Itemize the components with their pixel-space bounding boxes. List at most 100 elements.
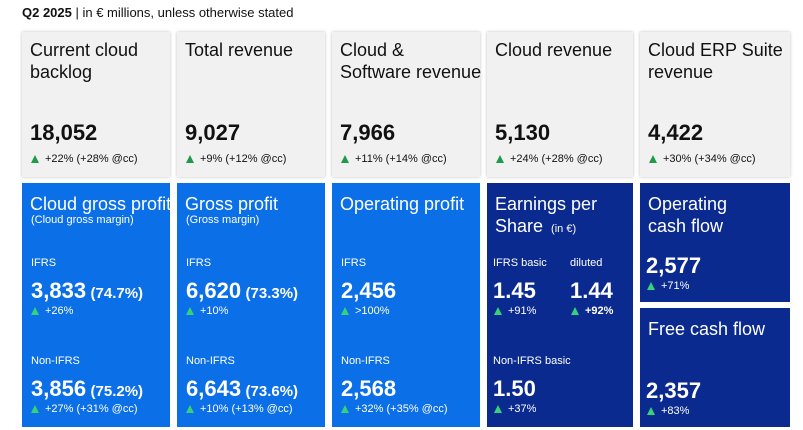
title-line: Total revenue — [185, 40, 294, 60]
unit: (in €) — [551, 223, 577, 235]
title-line: Operating — [648, 194, 728, 214]
up-arrow — [647, 282, 655, 290]
value: 6,643 — [186, 376, 242, 401]
change-text: +83% — [661, 405, 690, 417]
up-arrow — [341, 307, 349, 315]
value: 2,456 — [341, 278, 397, 303]
value: 3,833 — [31, 278, 87, 303]
up-arrow — [341, 405, 349, 413]
change: +92% — [571, 305, 613, 317]
section-label: diluted — [570, 257, 603, 269]
kpi-value: 1.45 — [493, 278, 536, 303]
up-arrow — [186, 307, 194, 315]
up-arrow — [31, 405, 39, 413]
kpi-value: 1.44 — [570, 278, 613, 303]
title-line: cash flow — [648, 216, 724, 236]
change-text: +10% (+13% @cc) — [200, 403, 293, 415]
tile: Current cloud backlog 18,052 +22% (+28% @cc… — [22, 32, 170, 177]
change: +24% (+28% @cc) — [496, 153, 603, 165]
tile-title: Earnings per Share (in €) — [495, 193, 597, 240]
margin: (74.7%) — [90, 285, 144, 302]
margin: (73.6%) — [245, 383, 299, 400]
title-line: Earnings per — [495, 194, 598, 214]
change-text: +91% — [508, 305, 537, 317]
section-label: Non-IFRS — [341, 355, 390, 367]
tile-title: Cloud ERP Suite revenue — [648, 39, 783, 83]
up-arrow — [341, 155, 349, 163]
tile-subtitle: (Gross margin) — [186, 214, 260, 226]
change-text: +37% — [508, 403, 537, 415]
kpi-value: 4,422 — [648, 120, 704, 145]
section-label: Non-IFRS basic — [493, 355, 571, 367]
change-text: +11% (+14% @cc) — [355, 153, 447, 165]
title-line: Software revenue — [340, 62, 482, 82]
margin: (75.2%) — [90, 383, 144, 400]
kpi-value: 18,052 — [30, 120, 98, 145]
value: 2,568 — [341, 376, 397, 401]
tile: Cloud & Software revenue 7,966 +11% (+14% @… — [332, 32, 482, 177]
tile: Total revenue 9,027 +9% (+12% @cc) — [177, 32, 325, 177]
title-line: Cloud revenue — [495, 40, 613, 60]
up-arrow — [647, 407, 655, 415]
change: +9% (+12% @cc) — [186, 153, 286, 165]
change: +30% (+34% @cc) — [649, 153, 756, 165]
tile: Earnings per Share (in €) IFRS basic 1.45 +91… — [487, 183, 633, 427]
tile-title: Operating profit — [340, 194, 465, 214]
change-text: +24% (+28% @cc) — [510, 153, 603, 165]
change-text: +71% — [661, 280, 690, 292]
up-arrow — [494, 307, 502, 315]
kpi-value: 2,577 — [646, 253, 702, 278]
up-arrow — [31, 155, 39, 163]
section-label: Non-IFRS — [186, 355, 235, 367]
kpi-value: 7,966 — [340, 120, 396, 145]
tile: Gross profit (Gross margin) IFRS 6,620 (73.… — [177, 183, 325, 427]
title-line: Cloud & — [340, 40, 405, 60]
change: +10% (+13% @cc) — [186, 403, 293, 415]
change: +71% — [647, 280, 689, 292]
tile: Operating cash flow 2,577 +71% — [640, 183, 790, 302]
header: Q2 2025 | in € millions, unless otherwis… — [22, 5, 293, 20]
kpi-value: 5,130 — [495, 120, 551, 145]
tile: Cloud ERP Suite revenue 4,422 +30% (+34% @c… — [640, 32, 790, 177]
tile-title: Total revenue — [185, 39, 293, 61]
change: +32% (+35% @cc) — [341, 403, 448, 415]
section-label: IFRS — [186, 257, 212, 269]
tile-title: Cloud gross profit — [30, 194, 172, 214]
up-arrow — [649, 155, 657, 163]
up-arrow — [186, 155, 194, 163]
title-line: Current cloud — [30, 40, 139, 60]
kpi-value: 6,643 (73.6%) — [186, 376, 298, 402]
up-arrow — [571, 307, 579, 315]
title-line: Cloud ERP Suite — [648, 40, 783, 60]
section-label: Non-IFRS — [31, 355, 80, 367]
period: Q2 2025 — [22, 5, 72, 20]
up-arrow — [31, 307, 39, 315]
tile: Free cash flow 2,357 +83% — [640, 308, 790, 427]
change-text: +32% (+35% @cc) — [355, 403, 448, 415]
tile-title: Gross profit — [185, 194, 279, 214]
change-text: +22% (+28% @cc) — [45, 153, 138, 165]
change: >100% — [341, 305, 390, 317]
change: +26% — [31, 305, 73, 317]
change-text: +30% (+34% @cc) — [663, 153, 756, 165]
up-arrow — [496, 155, 504, 163]
title-line: Free cash flow — [648, 319, 766, 339]
section-label: IFRS — [341, 257, 367, 269]
kpi-value: 3,833 (74.7%) — [31, 278, 143, 304]
note: | in € millions, unless otherwise stated — [75, 5, 294, 20]
value: 6,620 — [186, 278, 242, 303]
change: +11% (+14% @cc) — [341, 153, 447, 165]
tile: Operating profit IFRS 2,456 >100% Non-IFRS 2,… — [332, 183, 480, 427]
change: +27% (+31% @cc) — [31, 403, 138, 415]
kpi-value: 9,027 — [185, 120, 241, 145]
title-line: backlog — [30, 62, 93, 82]
change: +91% — [494, 305, 536, 317]
kpi-value: 2,568 — [341, 376, 396, 402]
tile-subtitle: (Cloud gross margin) — [31, 214, 134, 226]
change-text: +92% — [585, 305, 614, 317]
tile-title: Cloud revenue — [495, 39, 612, 61]
kpi-value: 3,856 (75.2%) — [31, 376, 143, 402]
tile-title: Current cloud backlog — [30, 39, 138, 83]
change: +10% — [186, 305, 228, 317]
